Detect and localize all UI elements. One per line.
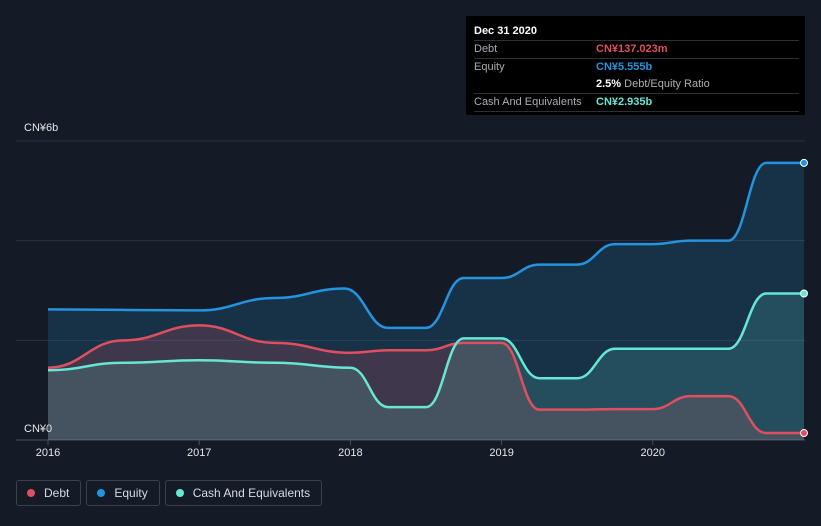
- x-axis-ticks: 2016 2017 2018 2019 2020: [36, 447, 665, 459]
- data-tooltip: Dec 31 2020 Debt CN¥137.023m Equity CN¥5…: [466, 16, 805, 115]
- series-lines: [47, 161, 804, 435]
- debt-area: [48, 325, 804, 440]
- x-tick-label: 2017: [187, 447, 211, 459]
- y-tick-label: CN¥0: [24, 423, 52, 435]
- x-tick-label: 2019: [489, 447, 513, 459]
- series-areas: [48, 162, 804, 440]
- tooltip-ratio-row: 2.5% Debt/Equity Ratio: [474, 76, 799, 93]
- tooltip-cash-row: Cash And Equivalents CN¥2.935b: [474, 93, 799, 112]
- cash-endpoint: [800, 289, 808, 298]
- tooltip-equity-value: CN¥5.555b: [596, 61, 653, 73]
- legend-label-equity: Equity: [114, 486, 148, 500]
- equity-line: [47, 161, 804, 330]
- debt-dot-icon: [27, 489, 35, 497]
- x-tick-label: 2018: [338, 447, 362, 459]
- debt-endpoint: [800, 429, 808, 438]
- tooltip-cash-value: CN¥2.935b: [596, 96, 653, 108]
- legend-item-equity[interactable]: Equity: [86, 480, 160, 506]
- cash-line: [47, 292, 804, 409]
- debt-line: [47, 324, 804, 435]
- tooltip-debt-value: CN¥137.023m: [596, 43, 668, 55]
- cash-dot-icon: [175, 489, 184, 497]
- equity-dot-icon: [97, 489, 106, 497]
- legend-label-cash: Cash And Equivalents: [192, 486, 311, 500]
- y-axis-ticks: CN¥0 CN¥6b: [24, 122, 58, 435]
- tooltip-ratio-label: Debt/Equity Ratio: [624, 78, 710, 90]
- equity-area: [48, 162, 804, 440]
- legend-item-cash[interactable]: Cash And Equivalents: [164, 480, 323, 506]
- chart-legend: Debt Equity Cash And Equivalents: [16, 480, 323, 506]
- legend-label-debt: Debt: [44, 486, 70, 500]
- y-tick-label: CN¥6b: [24, 122, 58, 134]
- tooltip-ratio-value: 2.5%: [596, 78, 622, 90]
- series-endpoints: [800, 158, 808, 438]
- x-tick-label: 2020: [641, 447, 665, 459]
- tooltip-equity-row: Equity CN¥5.555b: [474, 58, 799, 76]
- equity-endpoint: [800, 158, 808, 167]
- tooltip-equity-label: Equity: [474, 61, 505, 73]
- tooltip-date: Dec 31 2020: [474, 25, 537, 37]
- cash-area: [48, 293, 804, 440]
- legend-item-debt[interactable]: Debt: [16, 480, 82, 506]
- x-tick-label: 2016: [36, 447, 60, 459]
- tooltip-debt-label: Debt: [474, 43, 498, 55]
- grid-lines: [16, 140, 805, 445]
- tooltip-cash-label: Cash And Equivalents: [474, 96, 582, 108]
- tooltip-debt-row: Debt CN¥137.023m: [474, 40, 799, 58]
